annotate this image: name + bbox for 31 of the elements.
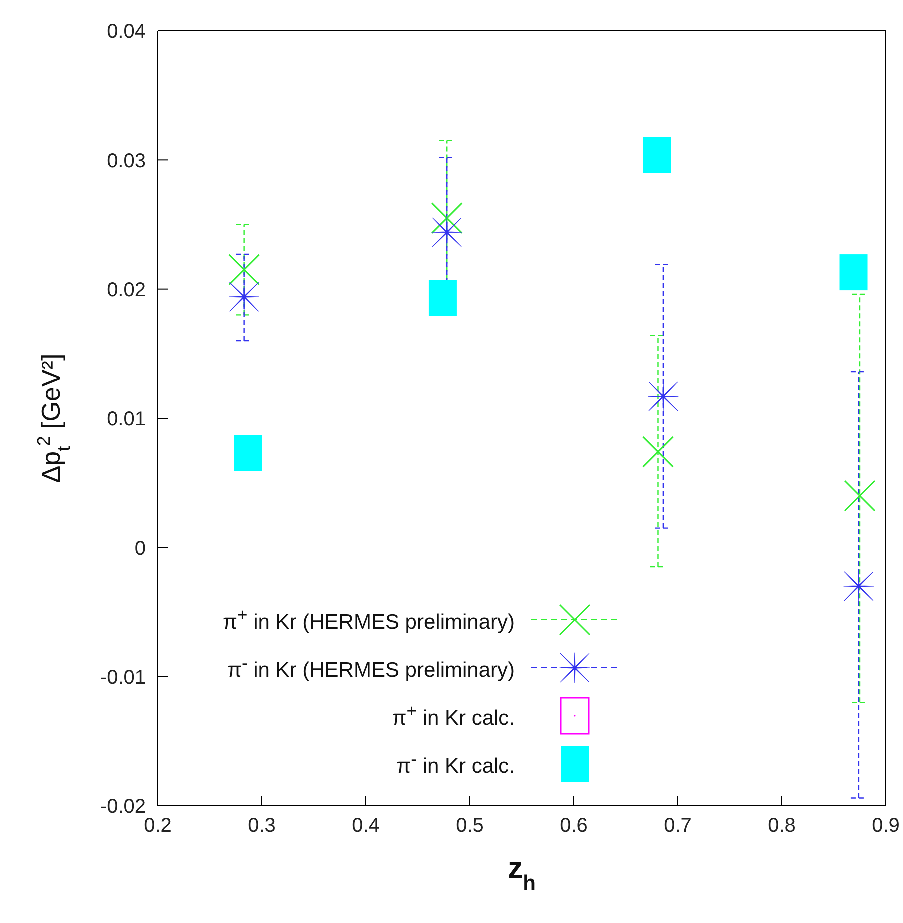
y-tick-label: -0.01 <box>100 666 146 689</box>
y-tick-label: 0.03 <box>107 150 146 172</box>
point <box>643 137 672 173</box>
legend-label: π$^{+}$ in Kr calc. <box>392 701 515 731</box>
x-tick-label: 0.9 <box>872 815 900 838</box>
point <box>840 254 868 291</box>
x-tick-label: 0.3 <box>248 815 276 838</box>
x-axis-title: z$_{h}$ <box>508 852 536 894</box>
legend-label: π$^{+}$ in Kr (HERMES preliminary) <box>223 605 515 635</box>
y-tick-label: 0.04 <box>107 21 146 44</box>
point <box>432 217 462 248</box>
y-tick-label: 0.01 <box>107 408 146 431</box>
x-tick-label: 0.6 <box>560 815 588 838</box>
y-tick-label: -0.02 <box>100 796 146 818</box>
x-tick-label: 0.8 <box>768 815 796 838</box>
point <box>228 254 260 286</box>
point <box>648 381 679 412</box>
point <box>428 280 457 316</box>
y-tick-label: 0.02 <box>107 279 146 302</box>
point <box>844 571 874 602</box>
x-tick-label: 0.4 <box>352 815 380 838</box>
legend-label: π$^{-}$ in Kr calc. <box>396 749 515 779</box>
point <box>229 282 260 312</box>
point <box>844 480 876 512</box>
y-tick-label: 0 <box>134 538 146 560</box>
x-tick-label: 0.5 <box>456 815 484 838</box>
point <box>234 435 262 472</box>
legend-label: π$^{-}$ in Kr (HERMES preliminary) <box>227 653 515 683</box>
x-tick-label: 0.7 <box>664 815 692 838</box>
x-tick-label: 0.2 <box>144 815 172 838</box>
point <box>642 436 674 468</box>
